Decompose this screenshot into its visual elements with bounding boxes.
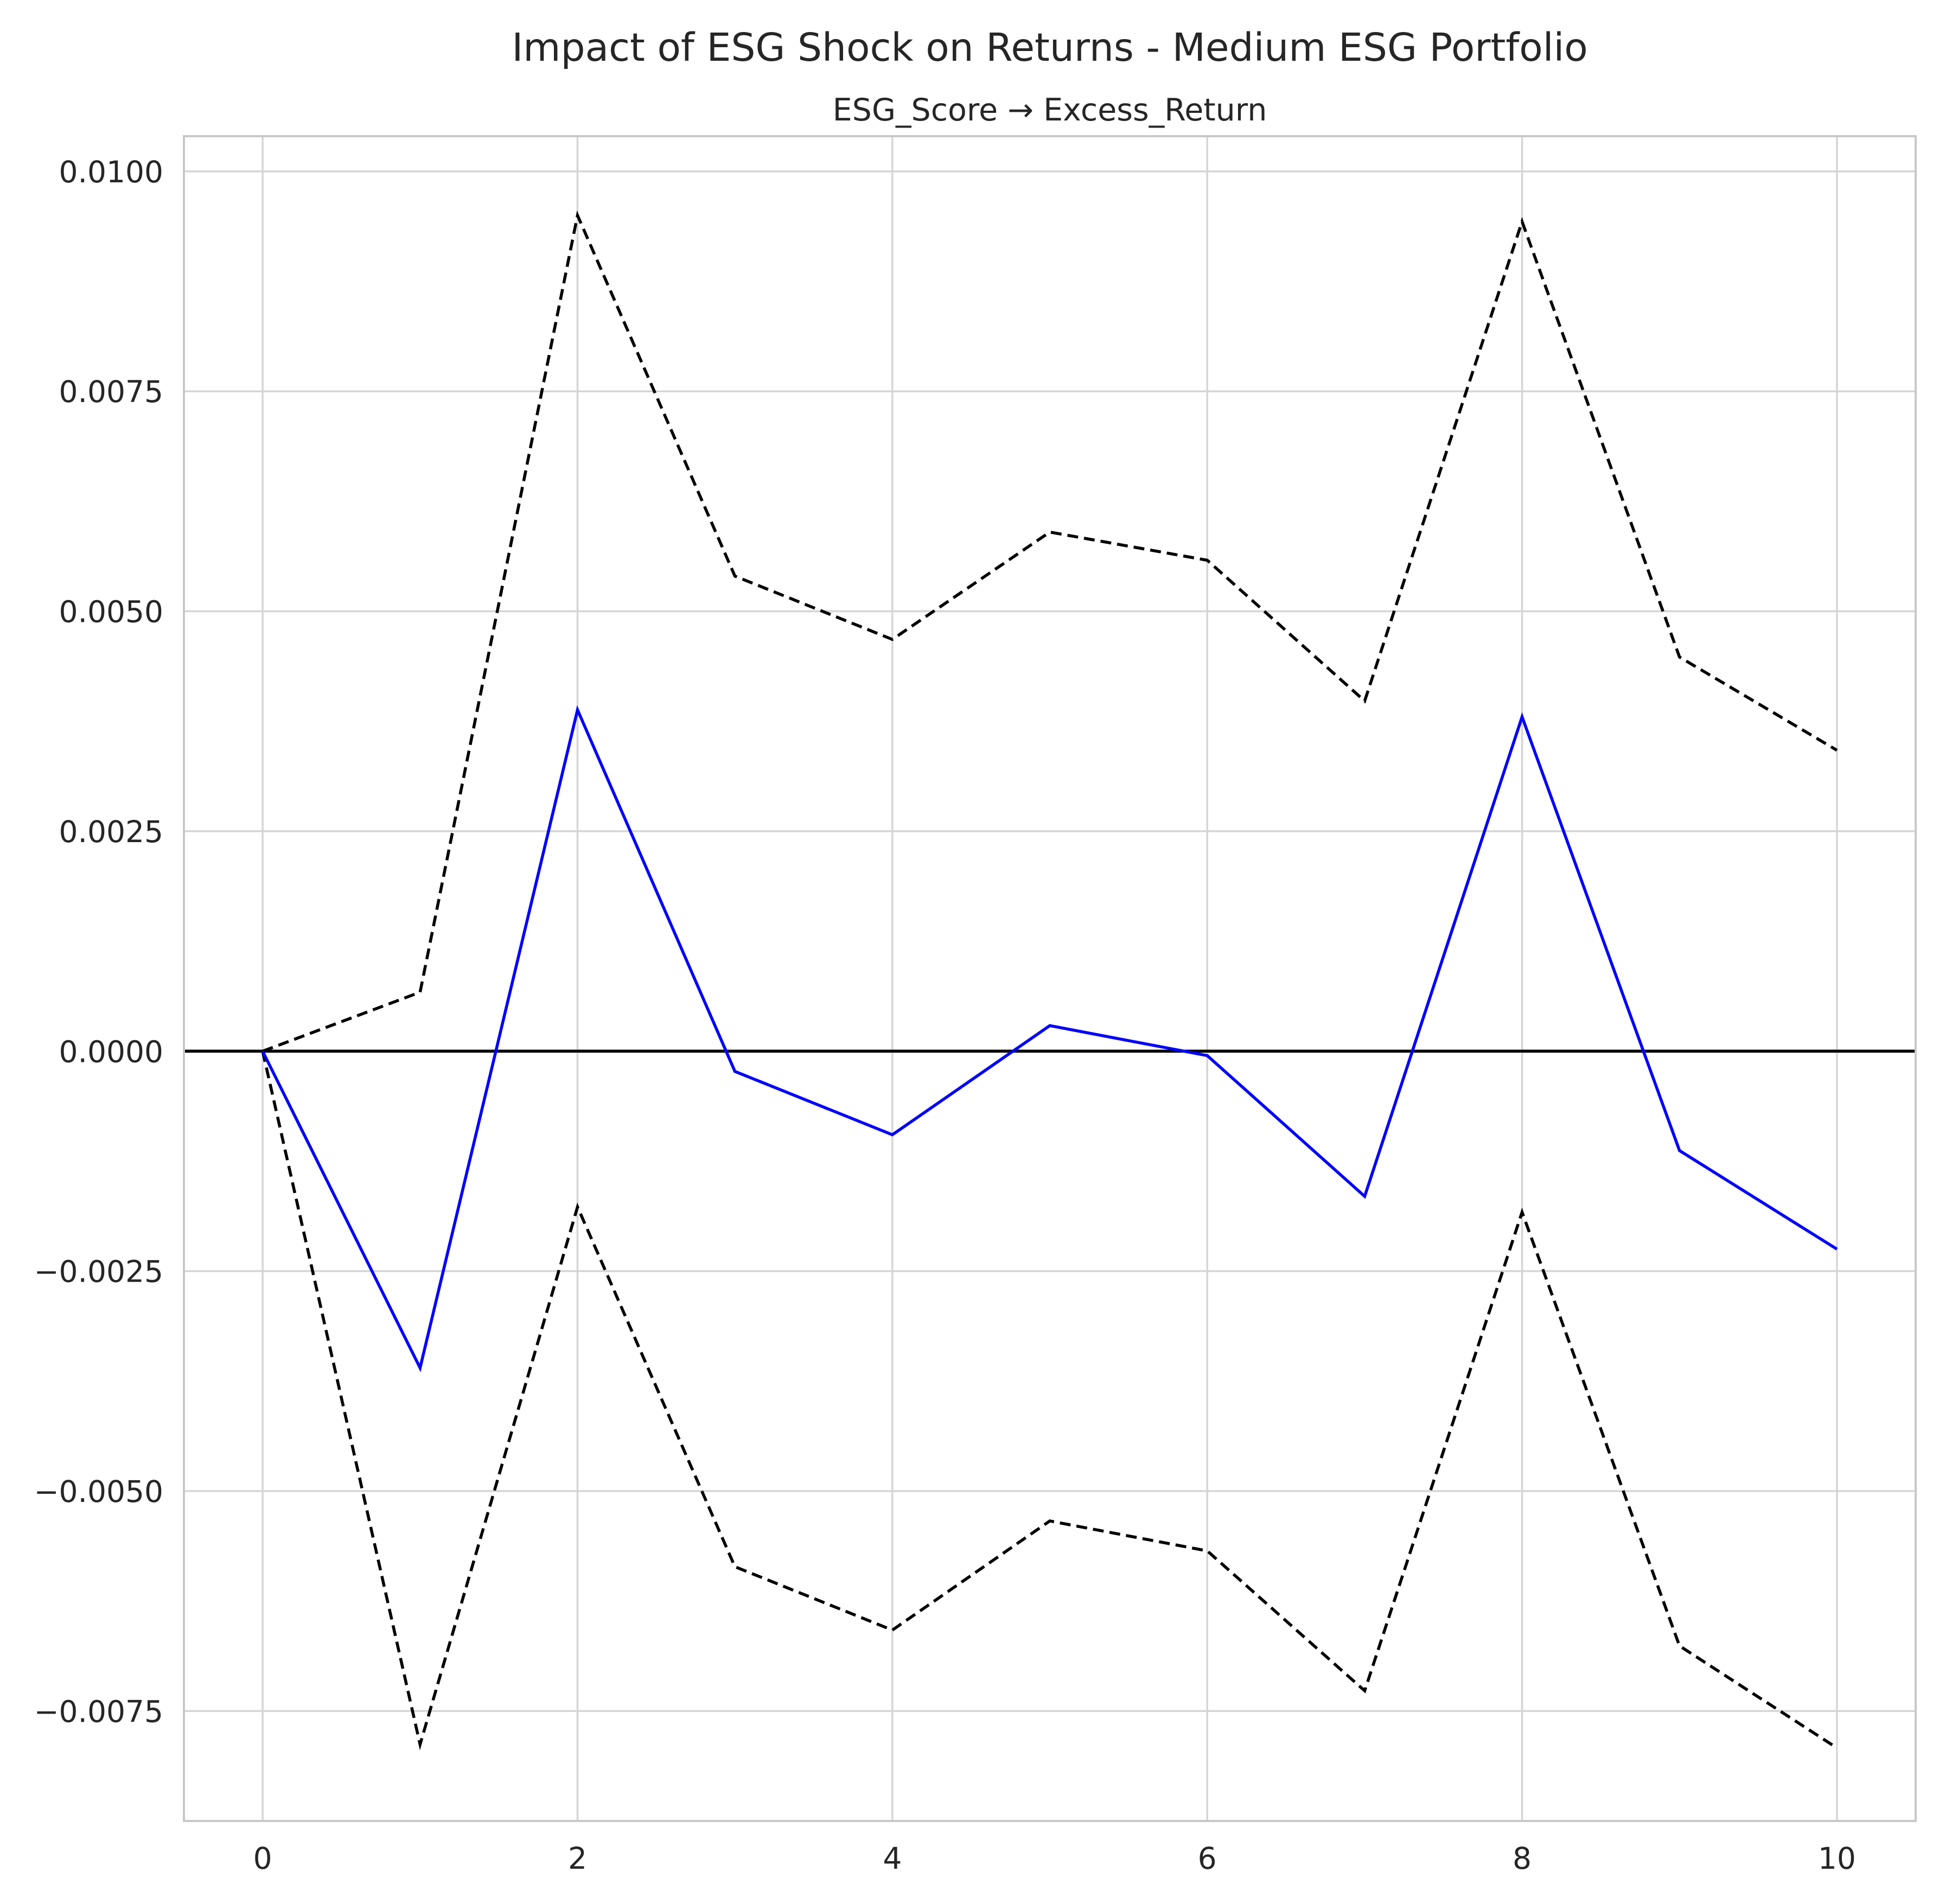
- y-tick-label: −0.0075: [34, 1694, 163, 1729]
- y-tick-label: 0.0025: [59, 814, 163, 849]
- y-tick-label: −0.0025: [34, 1255, 163, 1289]
- y-tick-label: −0.0050: [34, 1474, 163, 1509]
- x-tick-label: 4: [883, 1841, 902, 1876]
- y-tick-label: 0.0050: [59, 595, 163, 629]
- x-tick-label: 10: [1818, 1841, 1856, 1876]
- y-tick-label: 0.0000: [59, 1034, 163, 1069]
- x-tick-label: 2: [568, 1841, 587, 1876]
- x-tick-label: 6: [1198, 1841, 1217, 1876]
- chart-subtitle: ESG_Score → Excess_Return: [833, 92, 1267, 128]
- y-tick-label: 0.0100: [59, 155, 163, 189]
- x-tick-label: 0: [253, 1841, 272, 1876]
- chart-title: Impact of ESG Shock on Returns - Medium …: [512, 25, 1587, 70]
- x-tick-label: 8: [1513, 1841, 1532, 1876]
- y-tick-label: 0.0075: [59, 374, 163, 409]
